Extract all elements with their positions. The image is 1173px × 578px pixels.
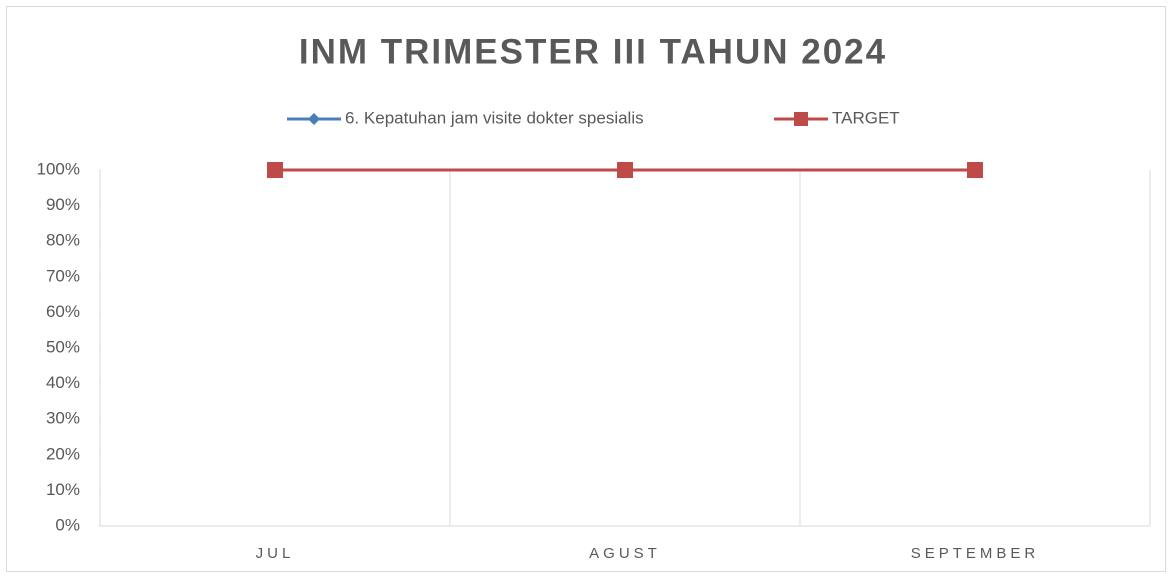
legend-marker (308, 113, 320, 125)
y-tick-label: 40% (46, 373, 80, 392)
marker (267, 162, 283, 178)
y-tick-label: 50% (46, 337, 80, 356)
y-tick-label: 90% (46, 195, 80, 214)
y-tick-label: 10% (46, 480, 80, 499)
chart-title: INM TRIMESTER III TAHUN 2024 (299, 32, 887, 71)
y-tick-label: 20% (46, 444, 80, 463)
y-tick-label: 70% (46, 266, 80, 285)
y-tick-label: 100% (37, 159, 80, 178)
y-tick-label: 0% (55, 515, 80, 534)
y-tick-label: 60% (46, 302, 80, 321)
x-tick-label: JUL (256, 545, 295, 562)
marker (617, 162, 633, 178)
y-tick-label: 30% (46, 409, 80, 428)
chart-border (6, 6, 1166, 572)
y-tick-label: 80% (46, 231, 80, 250)
legend-label: 6. Kepatuhan jam visite dokter spesialis (345, 108, 644, 127)
marker (967, 162, 983, 178)
x-tick-label: AGUST (589, 545, 661, 562)
legend-label: TARGET (832, 108, 900, 127)
x-tick-label: SEPTEMBER (911, 545, 1040, 562)
legend-marker (794, 112, 808, 126)
